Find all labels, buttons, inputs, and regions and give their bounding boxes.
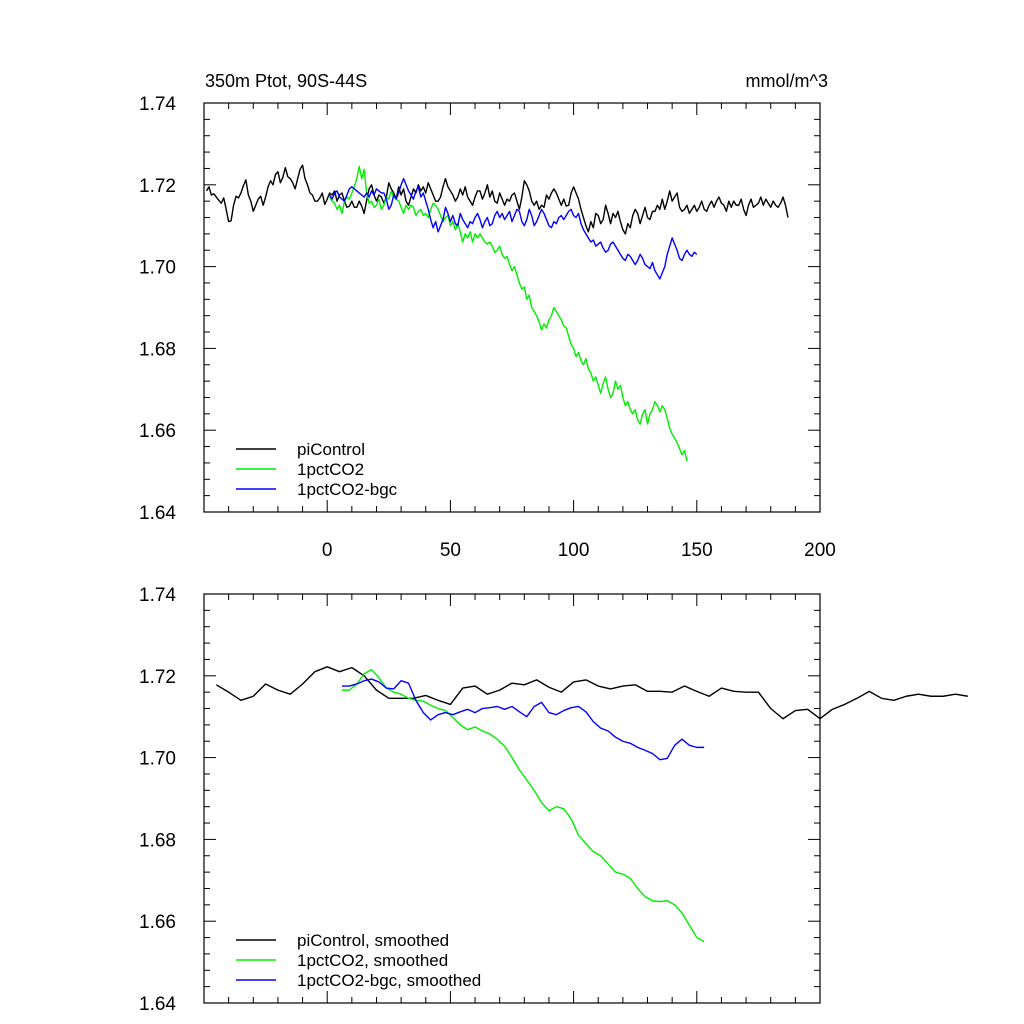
y-tick-label: 1.70 <box>139 749 176 770</box>
x-tick-label: 0 <box>322 540 333 561</box>
y-tick-label: 1.74 <box>139 94 176 115</box>
x-tick-label: 150 <box>681 540 713 561</box>
y-tick-label: 1.66 <box>139 912 176 933</box>
series-line <box>215 666 968 720</box>
legend-label: piControl <box>297 440 365 459</box>
bottom-panel: 1.64 1.66 1.68 1.70 1.72 1.74 piControl, smoo… <box>139 585 968 1015</box>
series-line <box>329 177 698 280</box>
y-tick-label: 1.70 <box>139 258 176 279</box>
y-tick-label: 1.66 <box>139 421 176 442</box>
y-tick-label: 1.68 <box>139 339 176 360</box>
x-tick-label: 50 <box>440 540 461 561</box>
plot-frame <box>203 102 821 513</box>
legend-label: piControl, smoothed <box>297 931 449 950</box>
plot-frame <box>203 593 821 1004</box>
series-line <box>341 668 705 943</box>
panel-title-right: mmol/m^3 <box>746 71 828 91</box>
series-line <box>329 165 688 462</box>
legend-label: 1pctCO2-bgc <box>297 480 398 499</box>
plot-marks: 1.64 1.66 1.68 1.70 1.72 1.74 0 50 100 150 200 <box>139 94 836 561</box>
y-tick-label: 1.72 <box>139 667 176 688</box>
panel-title-left: 350m Ptot, 90S-44S <box>205 71 367 91</box>
y-tick-label: 1.74 <box>139 585 176 606</box>
x-tick-label: 100 <box>558 540 590 561</box>
series-line <box>205 164 789 235</box>
top-panel: 350m Ptot, 90S-44S mmol/m^3 1.64 1.66 1.68… <box>139 71 836 561</box>
y-tick-label: 1.72 <box>139 176 176 197</box>
y-tick-label: 1.64 <box>139 503 176 524</box>
legend-label: 1pctCO2, smoothed <box>297 951 448 970</box>
legend-label: 1pctCO2-bgc, smoothed <box>297 971 481 990</box>
x-tick-label: 200 <box>804 540 836 561</box>
series-line <box>341 678 705 761</box>
legend-label: 1pctCO2 <box>297 460 364 479</box>
y-tick-label: 1.68 <box>139 830 176 851</box>
plot-marks: 1.64 1.66 1.68 1.70 1.72 1.74 <box>139 585 968 1015</box>
y-tick-label: 1.64 <box>139 994 176 1015</box>
